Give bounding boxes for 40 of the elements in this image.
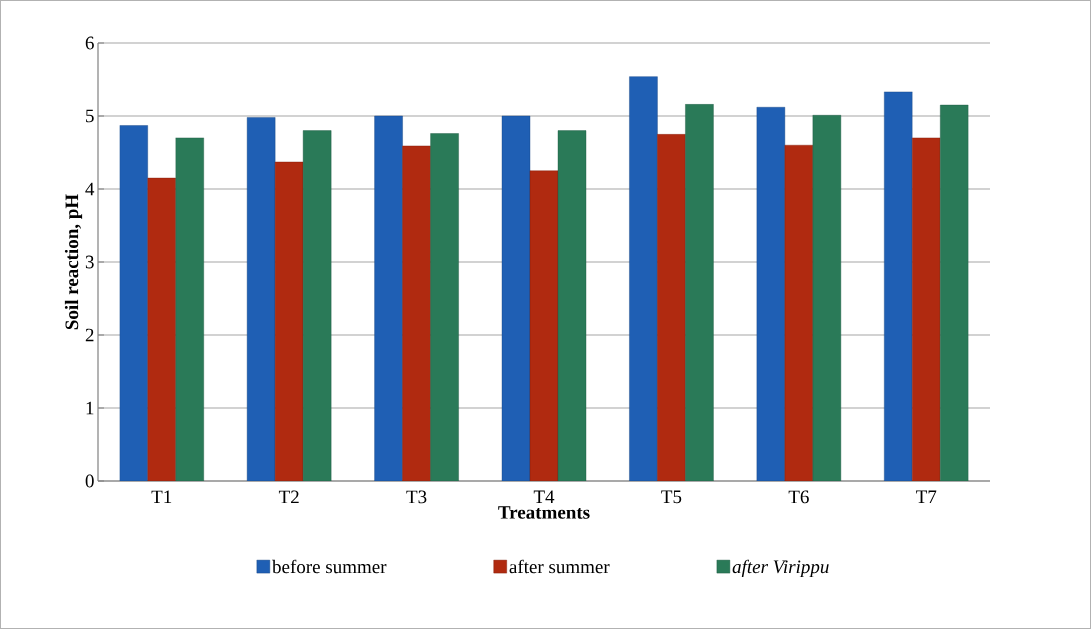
x-tick-label: T7 bbox=[916, 490, 937, 503]
x-tick-label: T3 bbox=[406, 490, 427, 504]
bar bbox=[175, 137, 204, 481]
y-tick-label: 4 bbox=[85, 182, 95, 196]
bar bbox=[302, 130, 332, 481]
bar bbox=[430, 133, 459, 481]
bar bbox=[784, 145, 814, 481]
x-tick-label: T5 bbox=[661, 490, 682, 504]
bar bbox=[119, 125, 148, 481]
y-tick-label: 3 bbox=[85, 255, 94, 269]
legend-label: after summer bbox=[509, 559, 610, 574]
bar bbox=[884, 91, 913, 481]
bar bbox=[529, 170, 559, 481]
x-tick-label: T2 bbox=[278, 490, 299, 504]
legend-label: before summer bbox=[272, 559, 387, 574]
bar bbox=[940, 104, 969, 481]
legend-label: after Virippu bbox=[732, 559, 829, 578]
bar bbox=[402, 145, 431, 481]
y-tick-label: 2 bbox=[85, 328, 94, 342]
bar bbox=[657, 134, 686, 481]
bar bbox=[557, 130, 587, 481]
bar bbox=[629, 76, 658, 481]
bar bbox=[501, 115, 531, 481]
y-tick-label: 6 bbox=[85, 36, 94, 50]
bar bbox=[812, 115, 842, 481]
bar bbox=[685, 104, 714, 481]
y-tick-label: 5 bbox=[86, 109, 94, 123]
x-tick-label: T6 bbox=[788, 490, 809, 504]
y-tick-label: 1 bbox=[86, 401, 94, 415]
x-tick-label: T1 bbox=[151, 490, 172, 504]
y-tick-label: 0 bbox=[85, 474, 94, 488]
bar bbox=[246, 117, 276, 481]
bar bbox=[756, 107, 786, 481]
x-tick-label: T4 bbox=[533, 490, 555, 504]
y-axis-title: Soil reaction, pH bbox=[64, 194, 83, 330]
bar bbox=[274, 161, 304, 481]
bar bbox=[912, 137, 941, 481]
bar bbox=[147, 177, 176, 481]
x-axis-title: Treatments bbox=[498, 506, 590, 519]
bar bbox=[374, 115, 403, 481]
